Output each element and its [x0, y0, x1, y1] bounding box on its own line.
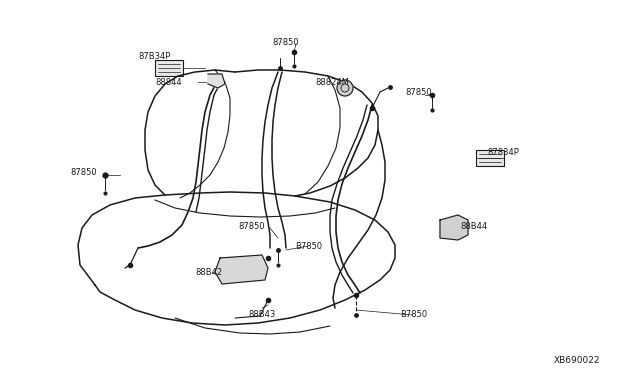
Text: 88844: 88844 — [155, 78, 182, 87]
Polygon shape — [440, 215, 468, 240]
Circle shape — [337, 80, 353, 96]
Bar — [476, 150, 504, 166]
Text: 87850: 87850 — [405, 88, 431, 97]
Text: 87B34P: 87B34P — [138, 52, 170, 61]
Text: 88B44: 88B44 — [460, 222, 487, 231]
Text: 88B42: 88B42 — [195, 268, 222, 277]
Text: 88B43: 88B43 — [248, 310, 275, 319]
Text: XB690022: XB690022 — [554, 356, 600, 365]
Text: B7850: B7850 — [295, 242, 322, 251]
Text: 87850: 87850 — [70, 168, 97, 177]
Text: B7850: B7850 — [400, 310, 427, 319]
Text: 87850: 87850 — [272, 38, 299, 47]
Text: 88824M: 88824M — [315, 78, 349, 87]
Polygon shape — [208, 74, 225, 88]
Text: 87850: 87850 — [238, 222, 264, 231]
Bar — [155, 60, 183, 76]
Polygon shape — [215, 255, 268, 284]
Text: 87834P: 87834P — [487, 148, 519, 157]
